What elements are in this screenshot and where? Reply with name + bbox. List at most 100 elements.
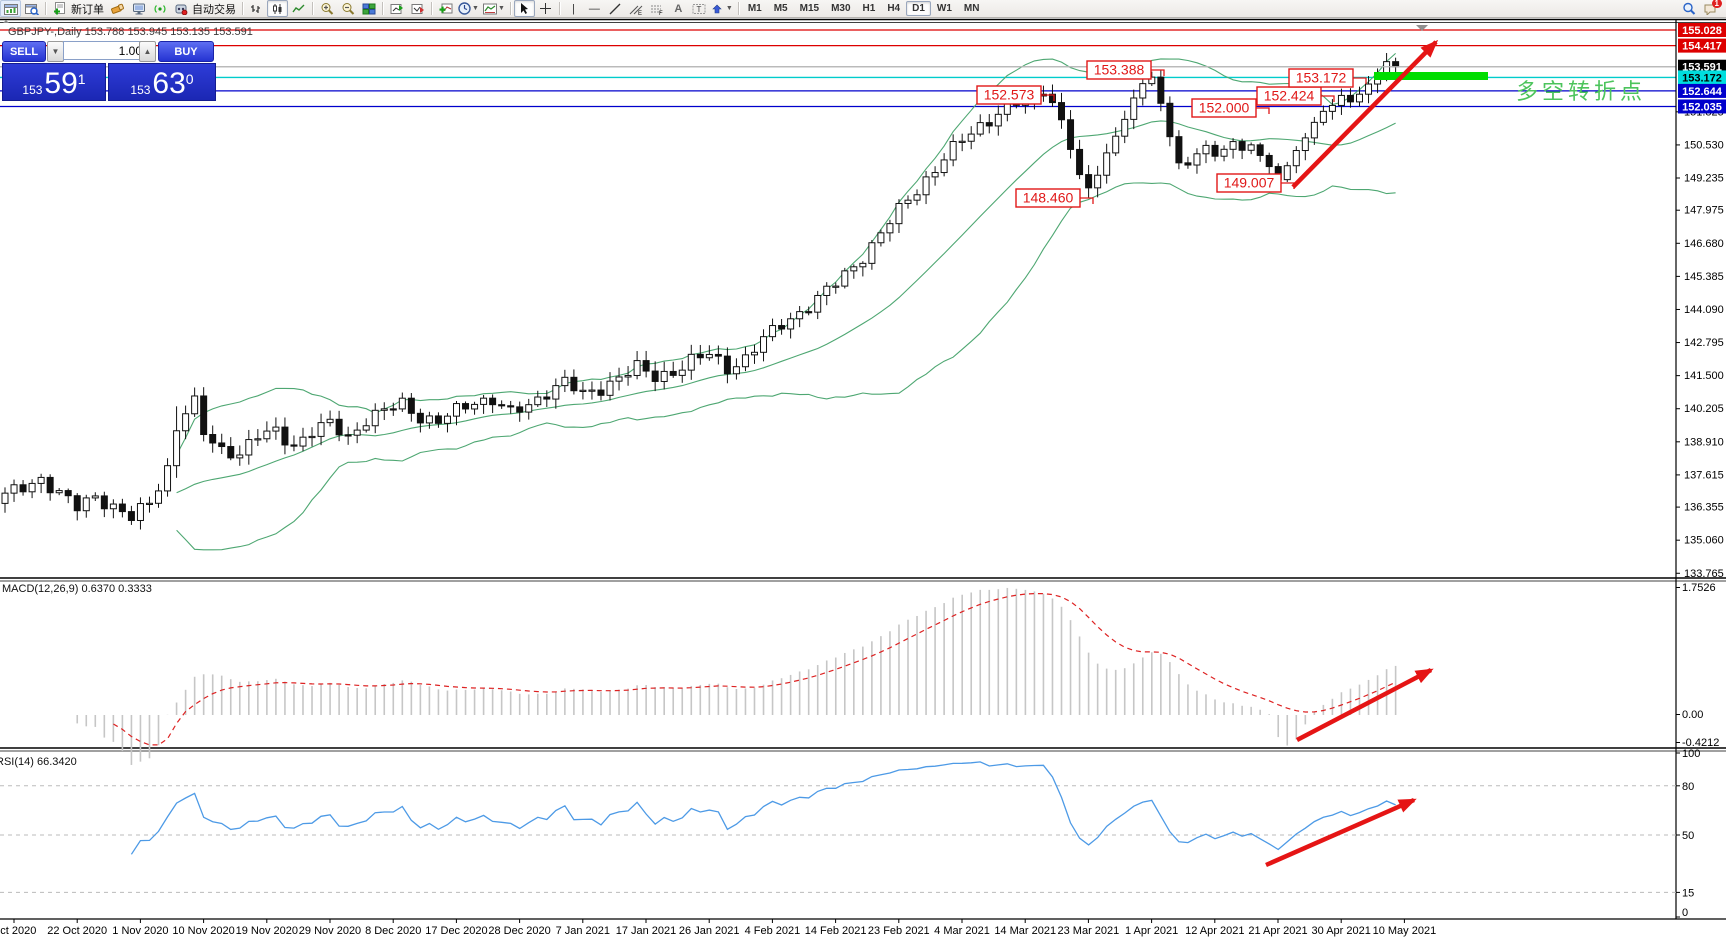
arrange-charts-icon[interactable]	[386, 0, 407, 17]
candle-body	[1003, 102, 1011, 115]
candle-body	[64, 490, 72, 497]
periods-clock-icon[interactable]: ▼	[456, 0, 481, 17]
candle-body	[425, 415, 433, 424]
equidistant-channel-icon[interactable]: E	[626, 0, 647, 17]
volume-decrease-button[interactable]: ▼	[47, 41, 64, 62]
new-order-label[interactable]: 新订单	[71, 3, 104, 16]
candle-body	[904, 199, 912, 204]
chart-shift-marker[interactable]	[1416, 25, 1428, 31]
notifications-icon[interactable]: 1	[1699, 0, 1722, 17]
search-icon[interactable]	[1678, 0, 1699, 17]
vertical-line-icon[interactable]: |	[571, 2, 575, 15]
timeframe-button-m5[interactable]: M5	[773, 3, 788, 14]
candle-body	[696, 353, 704, 359]
autotrade-icon[interactable]	[170, 0, 191, 17]
svg-text:147.975: 147.975	[1684, 205, 1724, 217]
window-collapse-icon[interactable]	[3, 20, 9, 23]
volume-increase-button[interactable]: ▲	[139, 41, 156, 62]
sell-button[interactable]: SELL	[2, 41, 46, 62]
candle-body	[940, 159, 948, 174]
eraser-icon[interactable]	[107, 0, 128, 17]
date-label: 4 Feb 2021	[745, 925, 801, 937]
candle-body	[516, 406, 524, 413]
tile-windows-icon[interactable]	[358, 0, 379, 17]
candle-body	[1112, 135, 1120, 154]
annotation-leader-line	[1353, 77, 1367, 84]
timeframe-button-mn[interactable]: MN	[963, 3, 980, 14]
time-axis[interactable]: Oct 2020 22 Oct 2020 1 Nov 2020 10 Nov 2020…	[0, 919, 1436, 937]
zoom-in-icon[interactable]	[316, 0, 337, 17]
candle-body	[787, 318, 795, 330]
trend-arrow[interactable]	[1291, 39, 1439, 189]
candle-body	[1103, 152, 1111, 176]
macd-histogram	[76, 587, 1397, 765]
price-annotations[interactable]: 152.573 153.388 152.000 152.424 153.172 148.4…	[976, 60, 1367, 208]
date-label: 10 Nov 2020	[172, 925, 234, 937]
timeframe-button-m15[interactable]: M15	[799, 3, 820, 14]
volume-input[interactable]	[63, 41, 147, 60]
sell-price-pip: 1	[77, 71, 86, 87]
svg-text:135.060: 135.060	[1684, 535, 1724, 547]
timeframe-button-d1[interactable]: D1	[906, 1, 931, 16]
signal-icon[interactable]	[149, 0, 170, 17]
timeframe-button-h1[interactable]: H1	[862, 3, 876, 14]
candle-body	[597, 389, 605, 396]
trend-arrow[interactable]	[1265, 797, 1417, 868]
horizontal-line-icon[interactable]: —	[588, 2, 600, 15]
trend-line-icon[interactable]	[605, 0, 626, 17]
annotation-price-label: 148.460	[1023, 190, 1074, 206]
zoom-out-icon[interactable]	[337, 0, 358, 17]
templates-icon[interactable]: ▼	[481, 0, 507, 17]
line-chart-mode-icon[interactable]	[288, 0, 309, 17]
bar-chart-mode-icon[interactable]	[246, 0, 267, 17]
arrows-shapes-icon[interactable]: ▼	[710, 0, 735, 17]
chart-window-icon[interactable]	[0, 0, 21, 17]
annotation-price-label: 149.007	[1224, 175, 1275, 191]
cascade-charts-icon[interactable]	[407, 0, 428, 17]
candle-body	[407, 397, 415, 414]
add-indicator-icon[interactable]	[435, 0, 456, 17]
symbol-period-label: GBPJPY-,Daily	[8, 26, 82, 38]
timeframe-button-m1[interactable]: M1	[747, 3, 762, 14]
date-label: 12 Apr 2021	[1185, 925, 1244, 937]
candle-body	[227, 446, 235, 459]
text-label-icon[interactable]: T	[689, 0, 710, 17]
timeframe-button-h4[interactable]: H4	[887, 3, 901, 14]
candle-body	[796, 311, 804, 320]
buy-price-display[interactable]: 153 63 0	[108, 63, 216, 101]
trend-arrow[interactable]	[1295, 668, 1434, 742]
candle-body	[389, 408, 397, 411]
candle-body	[290, 444, 298, 447]
bollinger-bands	[176, 52, 1396, 551]
svg-text:15: 15	[1682, 887, 1694, 899]
candle-body	[832, 285, 840, 288]
candle-body	[859, 262, 867, 268]
buy-price-pip: 0	[185, 71, 194, 87]
chinese-annotation-text[interactable]: 多空转折点	[1516, 79, 1647, 104]
support-level-bar[interactable]	[1374, 72, 1488, 80]
candlestick-mode-icon[interactable]	[267, 0, 288, 17]
buy-button[interactable]: BUY	[158, 41, 214, 62]
terminal-icon[interactable]	[128, 0, 149, 17]
fibonacci-icon[interactable]: F	[647, 0, 668, 17]
candle-body	[245, 439, 253, 456]
timeframe-button-w1[interactable]: W1	[936, 3, 952, 14]
timeframe-button-m30[interactable]: M30	[831, 3, 851, 14]
candle-body	[868, 242, 876, 264]
date-label: 29 Nov 2020	[299, 925, 361, 937]
chevron-down-icon: ▼	[497, 5, 505, 12]
sell-price-display[interactable]: 153 59 1	[2, 63, 106, 101]
new-order-icon[interactable]	[49, 0, 70, 17]
data-window-icon[interactable]	[21, 0, 42, 17]
autotrade-label[interactable]: 自动交易	[192, 3, 236, 16]
cursor-icon[interactable]	[513, 0, 535, 17]
candle-body	[814, 294, 822, 313]
candle-body	[994, 113, 1002, 127]
candle-body	[913, 194, 921, 201]
candle-body	[109, 503, 117, 510]
price-axis[interactable]: 151.825150.530149.235147.975146.680145.3…	[1676, 106, 1724, 919]
text-icon[interactable]: A	[674, 2, 683, 15]
candle-body	[127, 511, 135, 521]
crosshair-icon[interactable]	[535, 0, 556, 17]
